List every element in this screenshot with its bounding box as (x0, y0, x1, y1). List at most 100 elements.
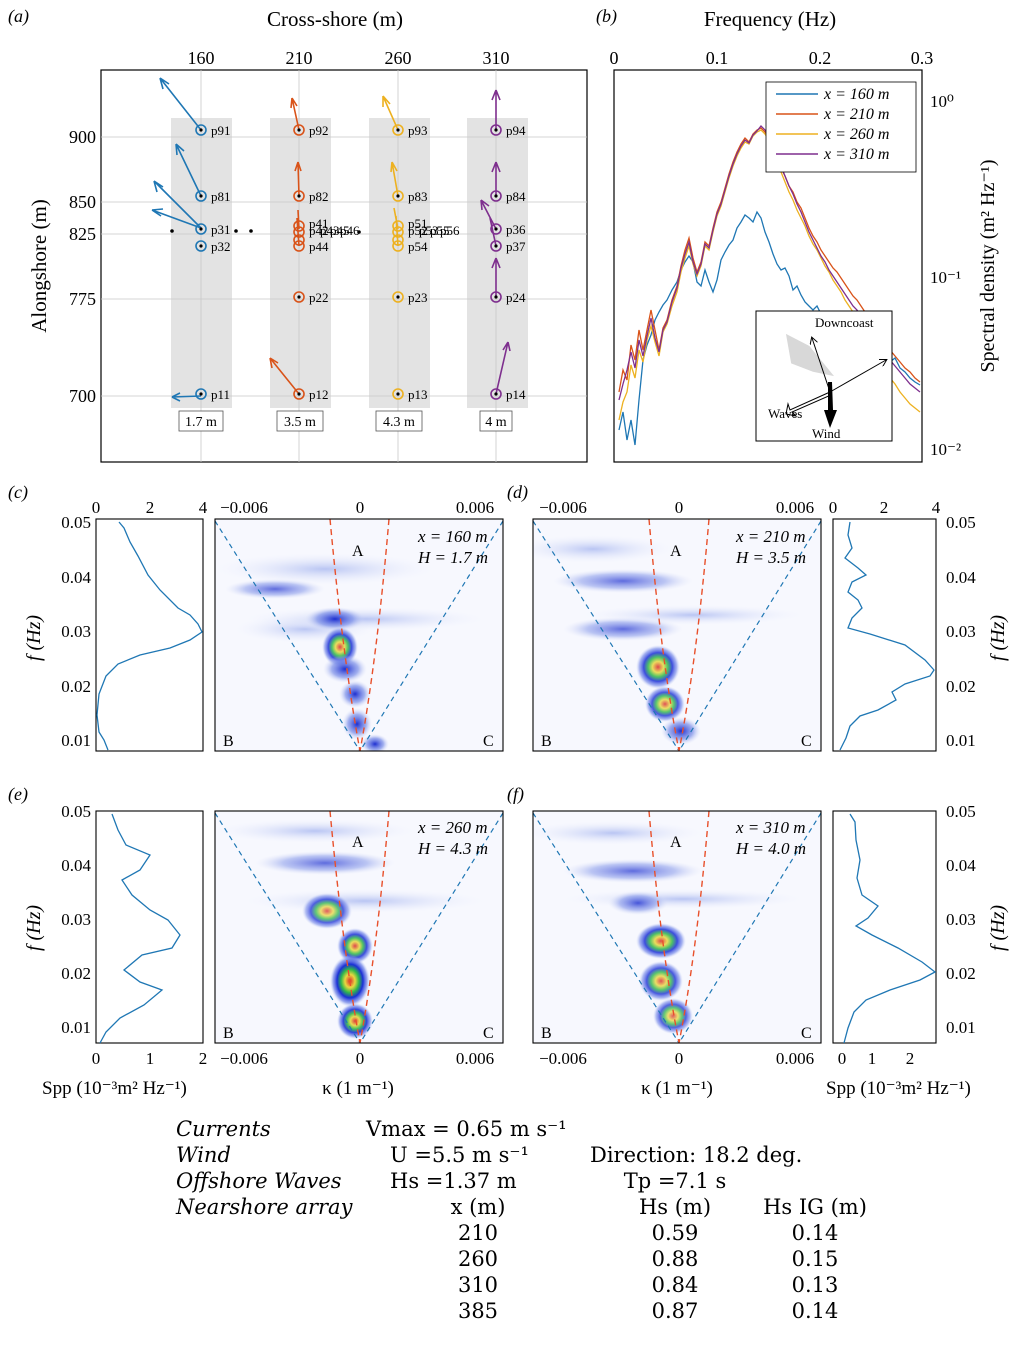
y-tick-label: 0.04 (61, 568, 91, 587)
sensor-label: p42 (309, 223, 329, 238)
panel-e-tag: (e) (8, 784, 28, 805)
panel-f: (f) A B C x = 310 m H = 4.0 m −0.006 0 0… (507, 784, 1009, 1099)
col-hs-header: Hs (m) (638, 1195, 712, 1219)
panel-e-kticks: −0.006 0 0.006 (220, 1049, 494, 1068)
panel-c-spp-xticks: 0 2 4 (92, 498, 208, 517)
region-label-b: B (541, 1025, 552, 1042)
row-hs: 0.84 (651, 1273, 699, 1297)
current-arrows-260 (382, 95, 404, 400)
x-tick-label: 0 (675, 498, 684, 517)
panel-c-spp-frame (95, 518, 204, 752)
sensor-label: p93 (408, 123, 428, 138)
panel-f-tag: (f) (507, 784, 524, 805)
wind-direction: Direction: 18.2 deg. (590, 1143, 803, 1167)
panel-c-x-label: x = 160 m (417, 527, 488, 546)
region-label-b: B (541, 733, 552, 750)
y-tick-label: 0.04 (946, 856, 976, 875)
row-hs: 0.59 (651, 1221, 699, 1245)
y-tick-label: 0.05 (946, 802, 976, 821)
sensor-label: p23 (408, 290, 428, 305)
y-tick-label: 0.02 (61, 677, 91, 696)
sensor-label: p41 (309, 216, 329, 231)
sensor-label: p43 (320, 223, 340, 238)
table-row: 310 0.84 0.13 (176, 1274, 870, 1300)
wind-value: U =5.5 m s⁻¹ (390, 1143, 529, 1167)
region-label-b: B (223, 733, 234, 750)
row-x: 260 (457, 1247, 499, 1271)
panel-b-tag: (b) (596, 6, 617, 27)
panel-c-ylabel: f (Hz) (23, 615, 45, 661)
offshore-waves-row: Offshore Waves Hs =1.37 m Tp =7.1 s (176, 1170, 870, 1196)
depth-labels: 1.7 m 3.5 m 4.3 m 4 m (178, 410, 513, 432)
x-tick-label: 4 (199, 498, 208, 517)
inset-wind-label: Wind (812, 426, 841, 441)
panel-e-fk-frame (214, 810, 504, 1044)
currents-value: Vmax = 0.65 m s⁻¹ (366, 1117, 567, 1141)
y-tick-label: 0.01 (61, 731, 91, 750)
panel-f-spp-xticks: 0 1 2 (838, 1049, 915, 1068)
x-tick-label: 0 (610, 48, 619, 68)
figure: (a) Cross-shore (m) 160 210 260 310 900 … (8, 6, 1009, 1099)
col-hsig-header: Hs IG (m) (763, 1195, 867, 1219)
panel-a-ylabel: Alongshore (m) (27, 199, 51, 333)
region-label-a: A (670, 543, 682, 560)
panel-d-fk-spectrum (533, 519, 821, 751)
panel-e-spp-xticks: 0 1 2 (92, 1049, 208, 1068)
nearshore-array-header: Nearshore array x (m) Hs (m) Hs IG (m) (176, 1196, 870, 1222)
panel-e-yticks: 0.05 0.04 0.03 0.02 0.01 (61, 802, 91, 1037)
x-tick-label: 0.006 (456, 498, 494, 517)
legend-entry: x = 160 m (823, 86, 889, 103)
x-tick-label: 310 (483, 48, 510, 68)
panel-f-ylabel: f (Hz) (987, 905, 1009, 951)
x-tick-label: 4 (932, 498, 941, 517)
panel-c-h-label: H = 1.7 m (417, 548, 488, 567)
panel-a-frame (100, 69, 588, 463)
panel-e-spp-frame (95, 810, 204, 1044)
row-hsig: 0.13 (791, 1273, 839, 1297)
inset-waves-label: Waves (768, 406, 802, 421)
sensor-label: p53 (419, 223, 439, 238)
x-tick-label: 0.3 (911, 48, 934, 68)
region-label-a: A (352, 834, 364, 851)
y-tick-label: 10⁻² (930, 440, 961, 459)
panel-d-spp-frame (832, 518, 937, 752)
panel-e-h-label: H = 4.3 m (417, 839, 488, 858)
sensor-label: p91 (211, 123, 231, 138)
panel-d-yticks: 0.05 0.04 0.03 0.02 0.01 (946, 513, 976, 750)
wind-row: Wind U =5.5 m s⁻¹ Direction: 18.2 deg. (176, 1144, 870, 1170)
sensor-label: p36 (506, 222, 526, 237)
offshore-hs: Hs =1.37 m (390, 1169, 517, 1193)
x-tick-label: 0 (356, 498, 365, 517)
panel-e-spp-curve (99, 813, 181, 1044)
sensor-label: p81 (211, 189, 231, 204)
depth-label: 4.3 m (383, 415, 415, 430)
panel-f-spp-frame (832, 810, 937, 1044)
y-tick-label: 0.03 (61, 622, 91, 641)
x-tick-label: 0 (356, 1049, 365, 1068)
panel-f-yticks: 0.05 0.04 0.03 0.02 0.01 (946, 802, 976, 1037)
nearshore-array-label: Nearshore array (176, 1195, 353, 1219)
sensor-label: p13 (408, 387, 428, 402)
currents-label: Currents (176, 1117, 271, 1141)
x-tick-label: 0.1 (706, 48, 729, 68)
row-x: 310 (457, 1273, 499, 1297)
current-arrows-210 (269, 97, 305, 400)
panel-d-fk-frame (532, 518, 822, 752)
sensor-label: p11 (211, 387, 230, 402)
panel-f-spp-curve (843, 813, 937, 1044)
y-tick-label: 0.02 (946, 677, 976, 696)
x-tick-label: 0 (829, 498, 838, 517)
panel-e-fk-spectrum (215, 811, 503, 1043)
y-tick-label: 850 (69, 192, 96, 212)
sensor-label: p12 (309, 387, 329, 402)
panel-b-frame (613, 69, 923, 463)
panel-f-spp-label: Spp (10⁻³m² Hz⁻¹) (826, 1078, 971, 1099)
y-tick-label: 0.04 (61, 856, 91, 875)
y-tick-label: 0.04 (946, 568, 976, 587)
region-label-c: C (483, 1025, 494, 1042)
y-tick-label: 10⁻¹ (930, 268, 961, 287)
panel-f-fk-frame (532, 810, 822, 1044)
panel-b-xticks: 0 0.1 0.2 0.3 (610, 48, 934, 68)
sensor-label: p31 (211, 222, 231, 237)
sensor-labels: p91 p81 p31 p32 p11 p92 p82 p41 p42 p43 … (211, 123, 526, 402)
